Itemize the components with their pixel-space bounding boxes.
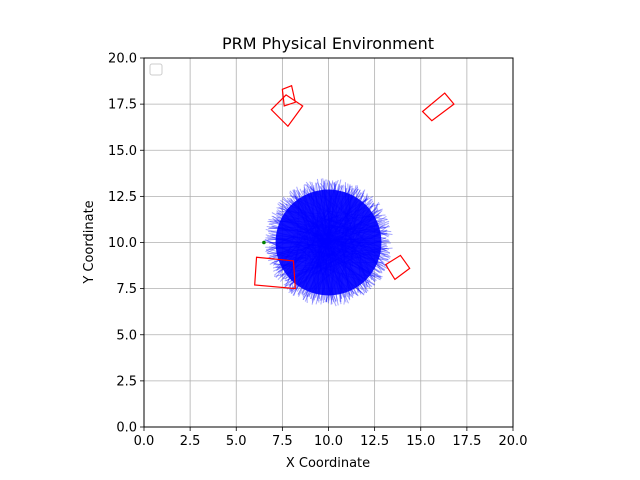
y-tick-label: 20.0: [108, 52, 137, 67]
y-tick-label: 5.0: [116, 328, 137, 343]
obstacle-rectangle: [421, 92, 455, 122]
y-tick-label: 2.5: [116, 374, 137, 389]
x-tick-label: 17.5: [452, 434, 481, 449]
roadmap-edges: [264, 178, 393, 307]
start-node: [262, 240, 266, 245]
x-tick-label: 7.5: [272, 434, 293, 449]
obstacle-rectangle: [384, 254, 411, 281]
x-tick-label: 15.0: [406, 434, 435, 449]
x-tick-label: 2.5: [180, 434, 201, 449]
x-tick-label: 5.0: [226, 434, 247, 449]
y-tick-label: 12.5: [108, 190, 137, 205]
x-tick-label: 20.0: [499, 434, 528, 449]
y-tick-label: 7.5: [116, 282, 137, 297]
obstacle-rectangle: [254, 256, 296, 290]
legend: [149, 63, 163, 76]
y-tick-label: 17.5: [108, 98, 137, 113]
y-tick-label: 10.0: [108, 236, 137, 251]
y-tick-label: 0.0: [116, 421, 137, 436]
roadmap-nodes: [262, 240, 266, 245]
y-axis-label: Y Coordinate: [82, 200, 97, 284]
chart-title: PRM Physical Environment: [222, 34, 434, 53]
x-tick-label: 10.0: [314, 434, 343, 449]
x-axis-label: X Coordinate: [286, 456, 370, 471]
y-tick-label: 15.0: [108, 144, 137, 159]
ticks: 0.0 2.5 5.0 7.5 10.0 12.5 15.0 17.5 20.0 0.0 2.5 5.…: [108, 52, 527, 450]
roadmap-core: [275, 189, 382, 296]
x-tick-label: 12.5: [360, 434, 389, 449]
obstacle-rectangle: [270, 94, 304, 128]
obstacles: [254, 84, 455, 290]
obstacle-rectangle: [281, 84, 296, 107]
x-tick-label: 0.0: [134, 434, 155, 449]
legend-box: [149, 63, 163, 76]
